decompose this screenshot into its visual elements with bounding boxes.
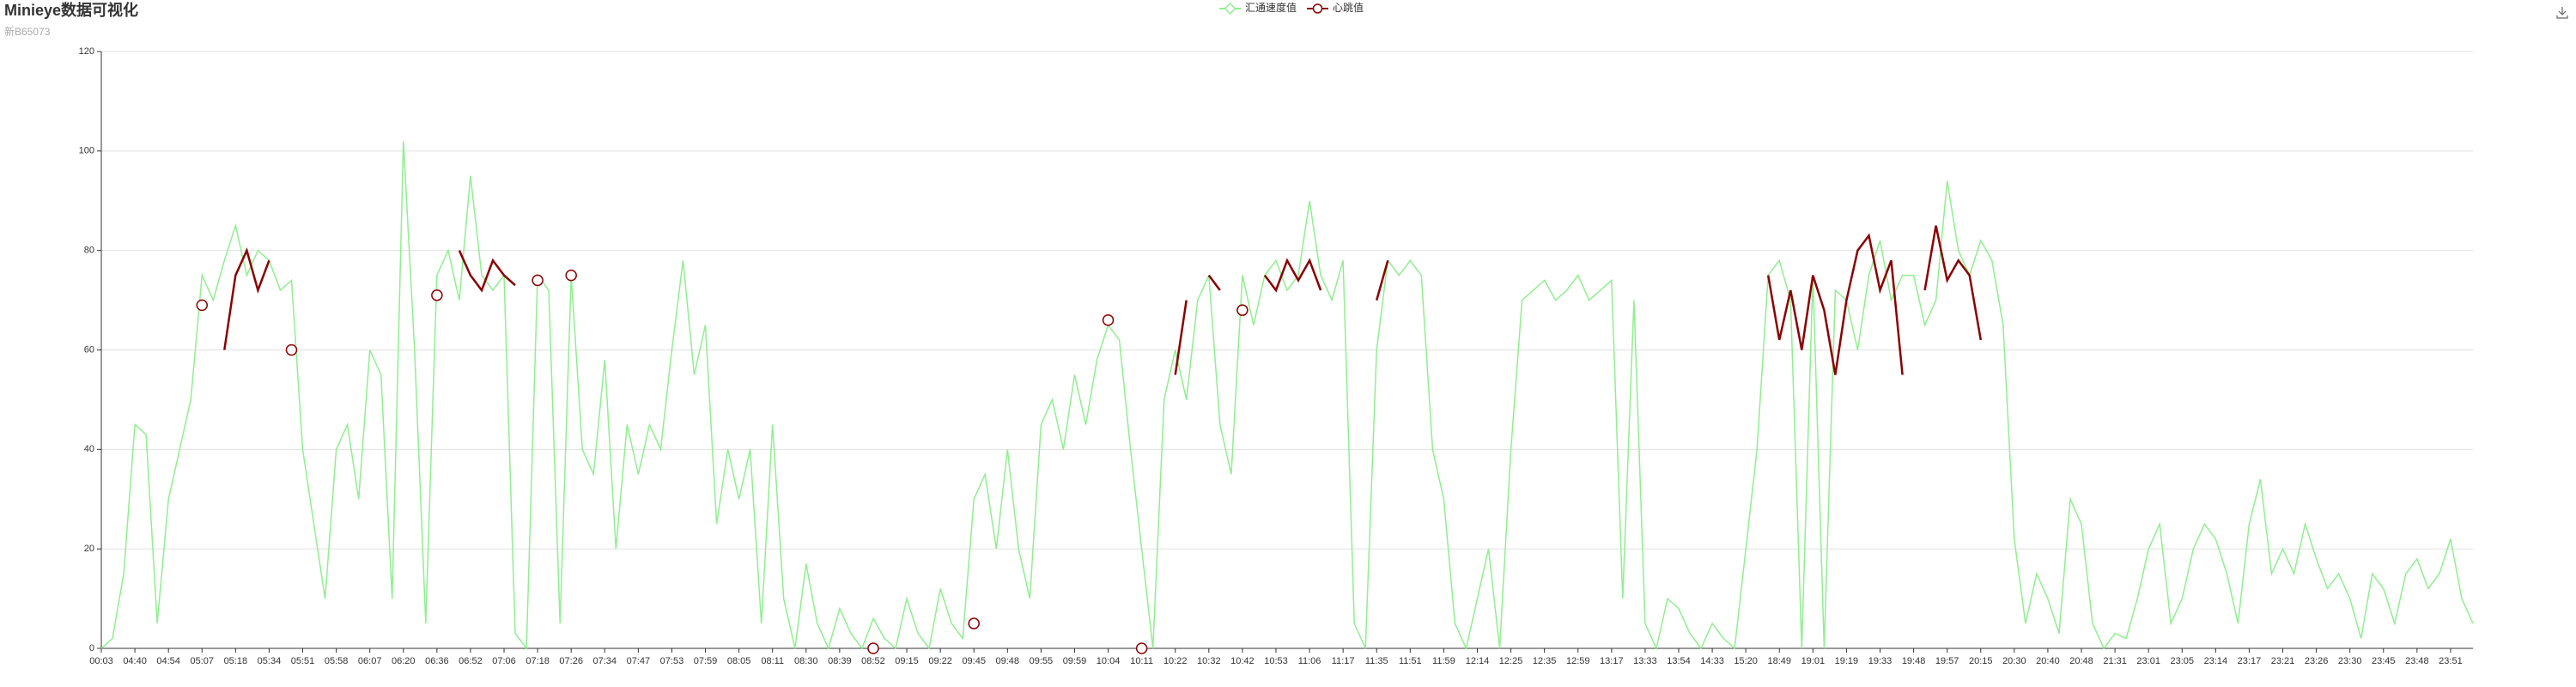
x-tick-label: 23:48: [2405, 656, 2429, 666]
x-tick-label: 05:07: [190, 656, 214, 666]
x-tick-label: 08:05: [727, 656, 751, 666]
x-tick-label: 11:59: [1432, 656, 1455, 666]
x-tick-label: 19:57: [1935, 656, 1959, 666]
x-tick-label: 20:15: [1969, 656, 1993, 666]
point: [1135, 642, 1148, 654]
x-tick-label: 06:07: [358, 656, 382, 666]
x-tick-label: 18:49: [1767, 656, 1791, 666]
x-tick-label: 19:48: [1902, 656, 1926, 666]
x-tick-label: 12:25: [1499, 656, 1523, 666]
x-tick-label: 20:40: [2036, 656, 2060, 666]
x-tick-label: 05:18: [224, 656, 248, 666]
x-tick-label: 11:17: [1332, 656, 1355, 666]
x-tick-label: 07:26: [559, 656, 583, 666]
y-tick-label: 20: [84, 544, 94, 554]
x-tick-label: 05:34: [258, 656, 282, 666]
x-tick-label: 07:06: [492, 656, 516, 666]
point: [1236, 304, 1249, 316]
y-tick-label: 60: [84, 344, 94, 355]
y-tick-label: 100: [79, 146, 94, 156]
x-tick-label: 23:45: [2372, 656, 2396, 666]
x-tick-label: 10:22: [1163, 656, 1188, 666]
point: [285, 344, 298, 356]
legend-symbol: [1224, 2, 1236, 15]
point: [196, 299, 209, 312]
x-tick-label: 23:14: [2204, 656, 2228, 666]
point: [968, 617, 980, 629]
x-tick-label: 09:48: [996, 656, 1020, 666]
x-tick-label: 23:26: [2305, 656, 2329, 666]
x-tick-label: 06:52: [459, 656, 483, 666]
x-tick-label: 04:40: [123, 656, 147, 666]
chart-subtitle: 新B65073: [4, 25, 51, 38]
x-tick-label: 23:17: [2238, 656, 2262, 666]
point: [532, 274, 544, 287]
series-line: [223, 225, 1983, 375]
x-tick-label: 06:20: [392, 656, 416, 666]
x-tick-label: 00:03: [89, 656, 113, 666]
x-tick-label: 10:32: [1197, 656, 1221, 666]
x-tick-label: 05:58: [325, 656, 349, 666]
x-tick-label: 09:59: [1063, 656, 1087, 666]
x-tick-label: 23:51: [2439, 656, 2463, 666]
x-tick-label: 15:20: [1734, 656, 1758, 666]
x-tick-label: 14:33: [1700, 656, 1724, 666]
x-tick-label: 11:51: [1399, 656, 1422, 666]
y-tick-label: 80: [84, 246, 94, 256]
y-tick-label: 120: [79, 46, 94, 57]
x-tick-label: 07:47: [627, 656, 651, 666]
x-tick-label: 10:04: [1097, 656, 1121, 666]
point: [867, 642, 879, 654]
legend-label: 汇通速度值: [1245, 1, 1297, 14]
x-tick-label: 12:59: [1566, 656, 1590, 666]
x-tick-label: 20:30: [2002, 656, 2026, 666]
x-tick-label: 23:21: [2271, 656, 2295, 666]
x-tick-label: 19:19: [1835, 656, 1859, 666]
x-tick-label: 19:01: [1801, 656, 1826, 666]
point: [565, 269, 577, 282]
chart-title: Minieye数据可视化: [4, 1, 138, 19]
x-tick-label: 08:11: [761, 656, 784, 666]
x-tick-label: 23:01: [2136, 656, 2160, 666]
x-tick-label: 12:14: [1466, 656, 1490, 666]
x-tick-label: 07:18: [526, 656, 550, 666]
x-tick-label: 13:17: [1600, 656, 1624, 666]
x-tick-label: 05:51: [291, 656, 315, 666]
y-tick-label: 0: [89, 643, 94, 654]
x-tick-label: 20:48: [2069, 656, 2093, 666]
point: [1102, 314, 1115, 326]
x-tick-label: 09:22: [928, 656, 952, 666]
x-tick-label: 07:53: [660, 656, 684, 666]
x-tick-label: 07:59: [694, 656, 718, 666]
download-icon[interactable]: [2556, 7, 2568, 19]
x-tick-label: 11:35: [1365, 656, 1388, 666]
x-tick-label: 13:33: [1633, 656, 1657, 666]
x-tick-label: 08:52: [861, 656, 885, 666]
x-tick-label: 23:30: [2338, 656, 2362, 666]
x-tick-label: 04:54: [156, 656, 180, 666]
x-tick-label: 09:55: [1030, 656, 1054, 666]
x-tick-label: 21:31: [2103, 656, 2127, 666]
x-tick-label: 08:30: [794, 656, 818, 666]
legend-symbol: [1312, 3, 1323, 14]
x-tick-label: 10:53: [1264, 656, 1288, 666]
y-tick-label: 40: [84, 444, 94, 454]
x-tick-label: 19:33: [1868, 656, 1893, 666]
x-tick-label: 10:42: [1230, 656, 1255, 666]
x-tick-label: 09:45: [962, 656, 986, 666]
legend-label: 心跳值: [1333, 1, 1364, 14]
x-tick-label: 11:06: [1298, 656, 1321, 666]
x-tick-label: 12:35: [1533, 656, 1557, 666]
x-tick-label: 07:34: [593, 656, 617, 666]
x-tick-label: 09:15: [895, 656, 919, 666]
x-tick-label: 23:05: [2170, 656, 2194, 666]
x-tick-label: 08:39: [828, 656, 852, 666]
x-tick-label: 13:54: [1667, 656, 1691, 666]
point: [431, 289, 443, 301]
x-tick-label: 10:11: [1130, 656, 1153, 666]
series-line: [100, 141, 2474, 651]
x-tick-label: 06:36: [425, 656, 449, 666]
